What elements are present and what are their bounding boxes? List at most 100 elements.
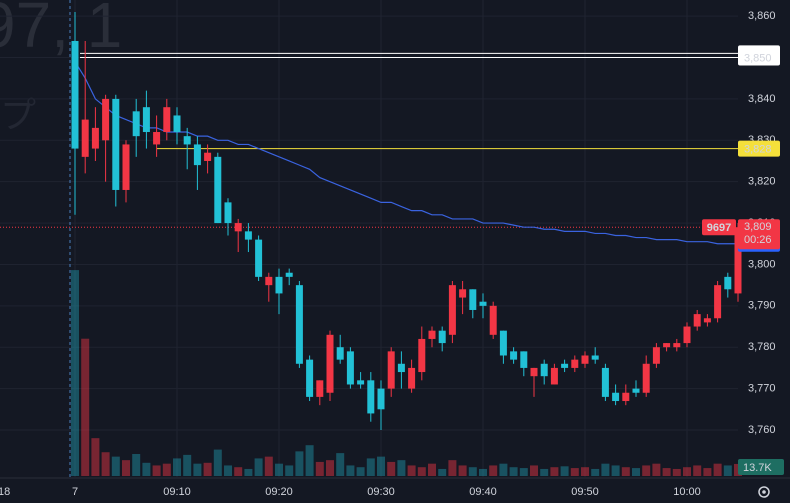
candle-body xyxy=(591,355,599,360)
x-tick-label: 09:40 xyxy=(469,486,497,498)
candle-body xyxy=(255,239,263,277)
volume-bar xyxy=(530,465,538,476)
volume-bar xyxy=(417,467,426,476)
candle-body xyxy=(652,347,660,364)
candle-body xyxy=(397,363,405,373)
volume-bar xyxy=(224,465,232,476)
volume-bar xyxy=(377,456,385,476)
candle-body xyxy=(357,380,365,385)
candle-body xyxy=(244,231,252,240)
volume-bar xyxy=(550,467,559,476)
candle-body xyxy=(367,380,375,414)
volume-bar xyxy=(315,461,324,476)
volume-bar xyxy=(428,463,436,476)
price-badge xyxy=(738,140,780,157)
price-badge-label: 3,850 xyxy=(744,52,772,64)
volume-bar xyxy=(254,458,263,476)
candle-body xyxy=(499,330,507,356)
volume-bar xyxy=(91,438,100,476)
candle-body xyxy=(561,363,569,368)
y-tick-label: 3,790 xyxy=(748,300,776,312)
x-tick-label: 09:10 xyxy=(163,486,191,498)
volume-bar xyxy=(122,460,130,476)
volume-bar xyxy=(387,461,396,476)
volume-bar xyxy=(601,463,610,476)
volume-bar xyxy=(111,456,120,476)
volume-bar xyxy=(295,451,304,476)
volume-bar xyxy=(397,460,406,476)
volume-bar xyxy=(519,468,528,476)
candle-body xyxy=(724,276,732,290)
volume-bar xyxy=(560,466,569,476)
volume-bar xyxy=(672,468,681,476)
candle-body xyxy=(581,355,589,364)
volume-bar xyxy=(458,465,467,476)
volume-bar xyxy=(132,454,141,476)
x-tick-label: 09:30 xyxy=(367,486,395,498)
volume-bar xyxy=(499,463,508,476)
symbol-tag-label: 9697 xyxy=(707,222,731,234)
candle-body xyxy=(224,202,232,224)
x-tick-label: 7 xyxy=(72,486,78,498)
settings-icon[interactable] xyxy=(758,486,770,498)
volume-bar xyxy=(570,468,579,476)
candle-body xyxy=(469,289,477,310)
volume-bar xyxy=(683,467,691,476)
volume-bar xyxy=(305,445,314,476)
candle-body xyxy=(387,351,395,389)
volume-bar xyxy=(713,463,722,476)
y-tick-label: 3,840 xyxy=(748,93,776,105)
candle-body xyxy=(510,351,518,360)
watermark-sub: プ xyxy=(0,95,36,136)
volume-bar xyxy=(509,467,518,476)
watermark: 97, 1 xyxy=(0,0,122,61)
price-badge-label: 3,828 xyxy=(744,143,772,155)
volume-bar xyxy=(173,458,181,476)
candle-body xyxy=(295,285,303,364)
candle-body xyxy=(673,343,681,348)
volume-bar xyxy=(703,468,712,476)
volume-bar xyxy=(264,456,273,476)
candle-body xyxy=(703,318,711,323)
gear[interactable] xyxy=(758,486,770,498)
candle-body xyxy=(81,119,89,157)
volume-bar xyxy=(489,465,498,476)
symbol-tag xyxy=(702,219,736,236)
volume-bar xyxy=(234,467,243,476)
volume-bar xyxy=(152,465,161,476)
candle-body xyxy=(550,367,558,385)
candle-body xyxy=(418,338,426,373)
y-tick-label: 3,780 xyxy=(748,341,776,353)
candle-body xyxy=(642,363,650,393)
volume-bar xyxy=(193,463,202,476)
y-tick-label: 3,800 xyxy=(748,258,776,270)
gear-center[interactable] xyxy=(762,490,766,494)
current-price-label: 3,809 xyxy=(744,221,772,233)
volume-badge xyxy=(738,459,784,475)
candle-body xyxy=(459,289,467,298)
volume-bar xyxy=(203,462,212,476)
candle-body xyxy=(214,156,222,224)
left-edge-label: 18 xyxy=(0,486,10,498)
volume-bar xyxy=(479,468,487,476)
candle-body xyxy=(663,343,671,348)
volume-bar xyxy=(244,468,253,476)
volume-bar xyxy=(183,454,192,476)
volume-bar xyxy=(652,463,661,476)
volume-bar xyxy=(581,467,589,476)
y-tick-label: 3,860 xyxy=(748,10,776,22)
candle-body xyxy=(234,223,242,232)
candle-body xyxy=(448,285,456,335)
candle-body xyxy=(734,227,742,294)
candle-body xyxy=(714,285,722,319)
volume-bar xyxy=(723,465,732,476)
volume-bar xyxy=(346,465,355,476)
candle-body xyxy=(204,152,212,161)
candle-body xyxy=(193,144,201,166)
y-tick-label: 3,760 xyxy=(748,424,776,436)
candle-body xyxy=(306,359,314,397)
vwap-line xyxy=(74,61,738,245)
candle-body xyxy=(346,351,354,385)
